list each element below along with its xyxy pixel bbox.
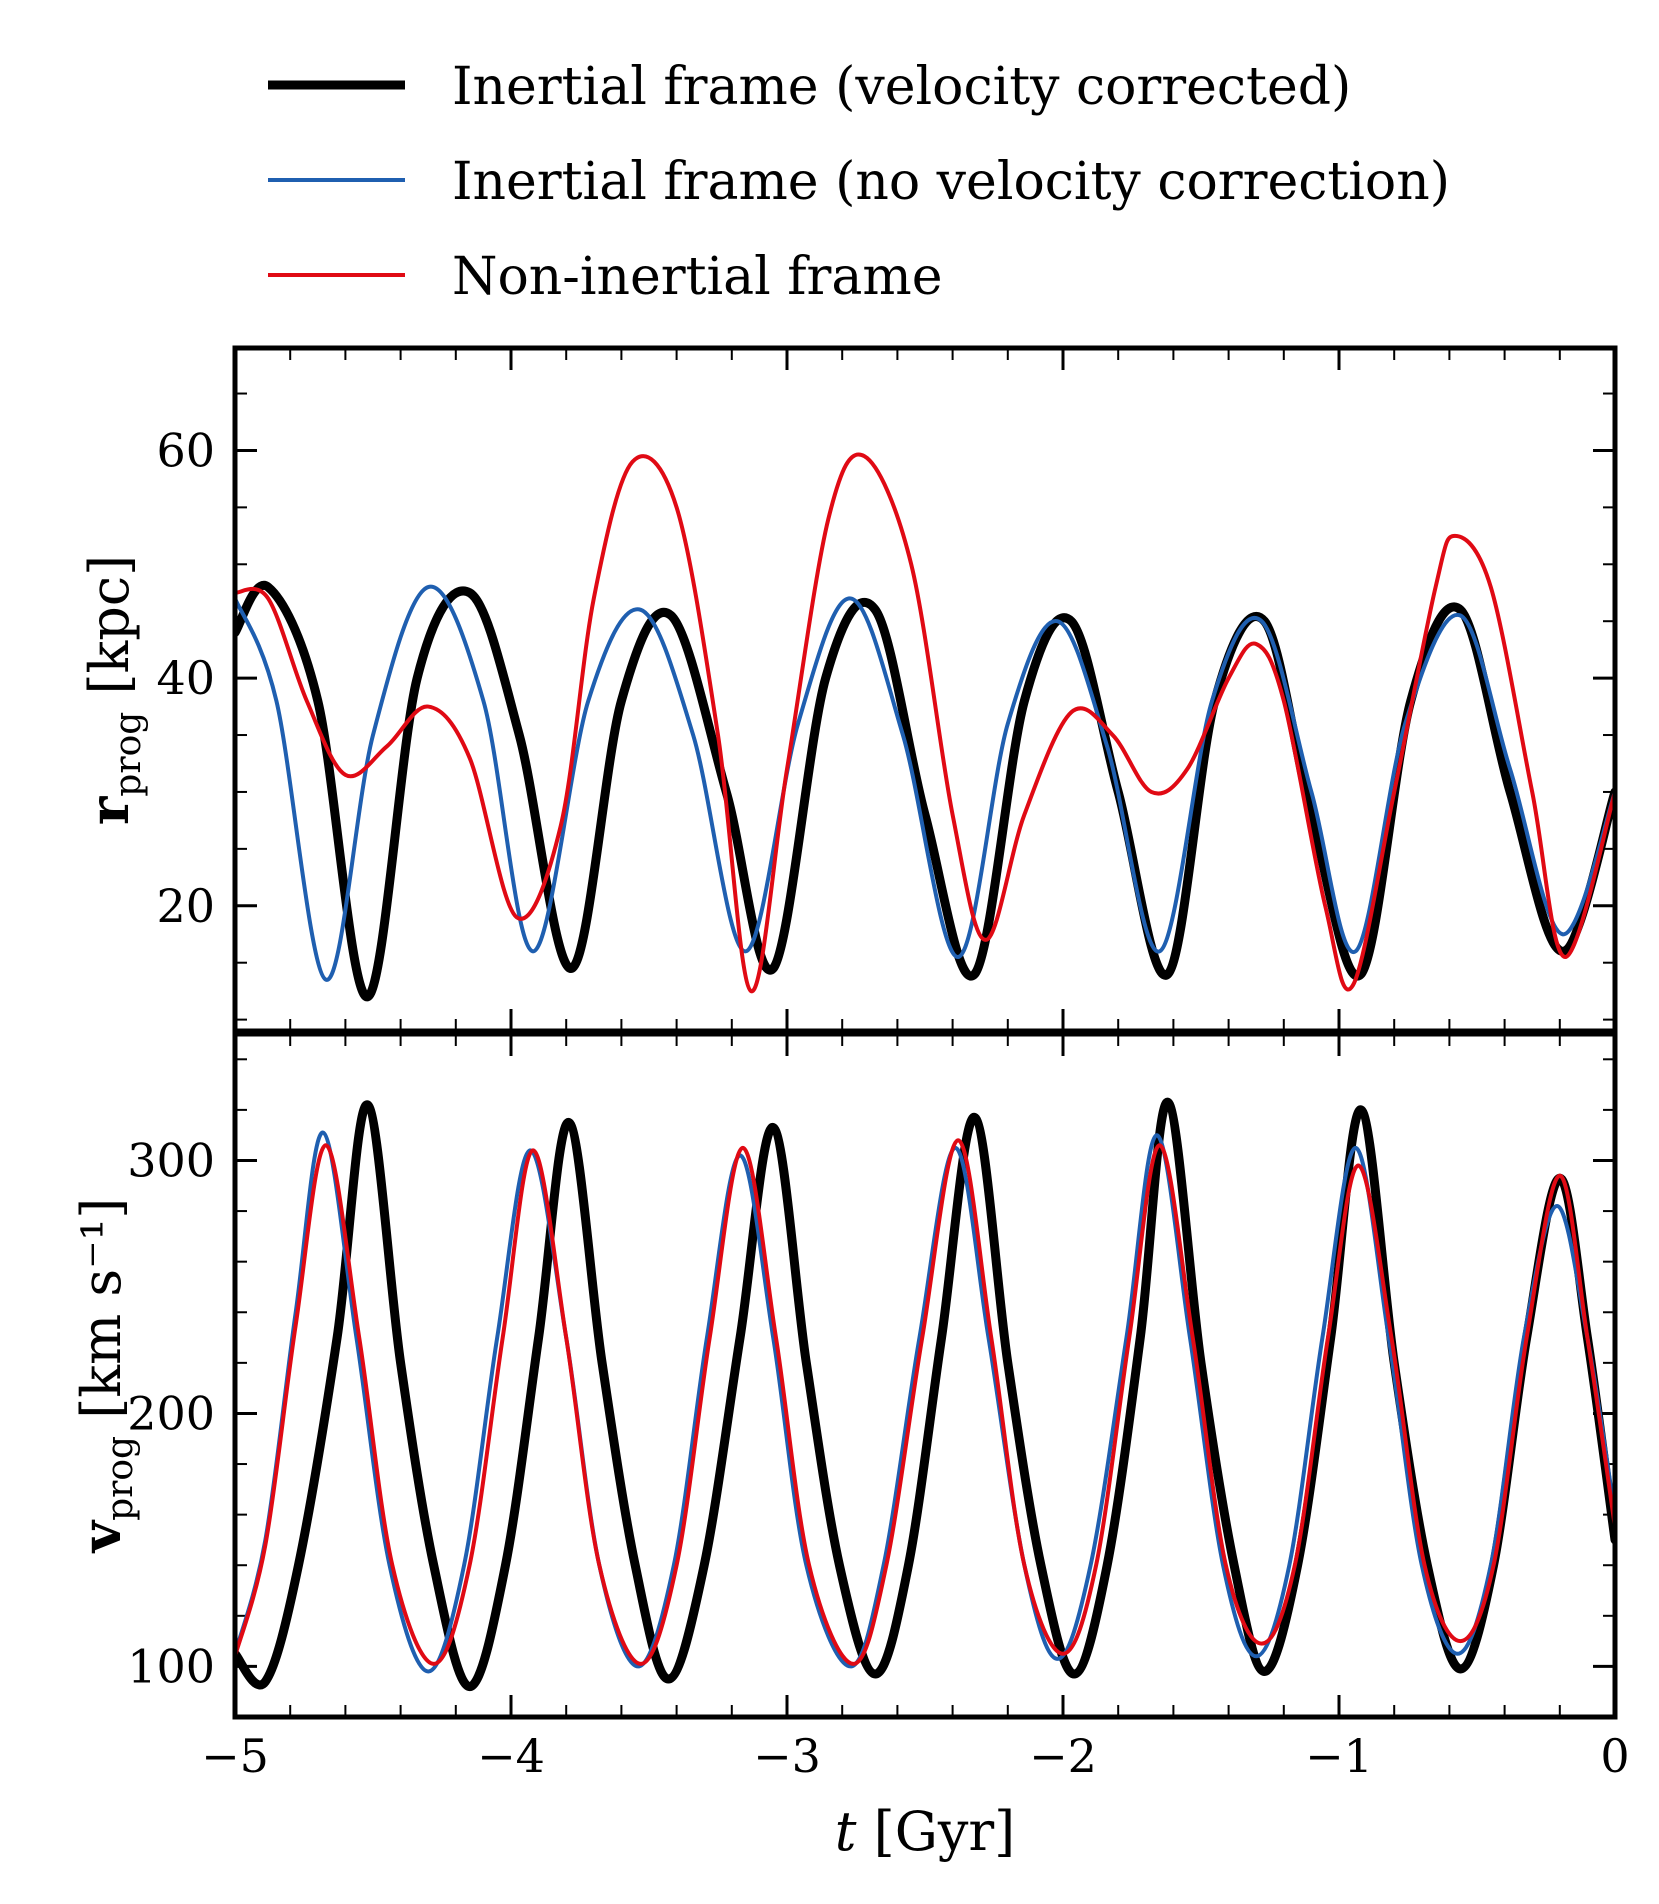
series-line-v-1 [235, 1097, 1615, 1692]
y-tick-label-v: 100 [127, 1639, 215, 1693]
y-tick-label-r: 40 [156, 651, 215, 705]
series-line-r-2 [235, 584, 1615, 982]
series-line-v-3 [235, 1138, 1615, 1666]
y-tick-label-r: 60 [156, 423, 215, 477]
series-r [235, 452, 1615, 1002]
xlabel: t [Gyr] [835, 1800, 1015, 1863]
xlabel-var: t [835, 1800, 857, 1863]
y-tick-label-v: 200 [127, 1386, 215, 1440]
panel-v: 100 200 300 vprog [km s⁻¹] [69, 1031, 1618, 1720]
panel-r-frame [232, 345, 1618, 1034]
ylabel-r-unit: [kpc] [78, 555, 141, 695]
y-tick-label-r: 20 [156, 879, 215, 933]
ylabel-v-unit: [km s⁻¹] [70, 1198, 133, 1419]
ylabel-r-symbol: r [77, 796, 141, 825]
legend-label-velocity-corrected: Inertial frame (velocity corrected) [452, 57, 1351, 117]
x-tick-label: −3 [753, 1729, 821, 1783]
panel-r: 20 40 60 rprog [kpc] [77, 345, 1618, 1034]
panel-v-frame [232, 1031, 1618, 1720]
series-line-r-1 [235, 580, 1615, 1002]
legend-label-non-inertial: Non-inertial frame [452, 247, 943, 307]
x-tick-label: −4 [477, 1729, 545, 1783]
ylabel-r-sub: prog [108, 712, 149, 797]
series-line-v-2 [235, 1130, 1615, 1674]
x-tick-label: 0 [1600, 1729, 1629, 1783]
ticks-r: 20 40 60 [156, 348, 1617, 1031]
x-tick-labels: −5 −4 −3 −2 −1 0 [201, 1729, 1630, 1783]
y-tick-label-v: 300 [127, 1133, 215, 1187]
legend: Inertial frame (velocity corrected) Iner… [268, 57, 1450, 307]
series-line-r-3 [235, 452, 1615, 994]
ylabel-r: rprog [kpc] [77, 555, 149, 825]
legend-label-no-velocity-correction: Inertial frame (no velocity correction) [452, 152, 1450, 212]
ylabel-v: vprog [km s⁻¹] [69, 1198, 141, 1554]
x-tick-label: −2 [1029, 1729, 1097, 1783]
ylabel-v-symbol: v [69, 1519, 133, 1553]
x-tick-label: −1 [1305, 1729, 1373, 1783]
xlabel-unit: [Gyr] [874, 1800, 1016, 1863]
ylabel-v-sub: prog [100, 1436, 141, 1521]
series-v [235, 1097, 1615, 1692]
x-tick-label: −5 [201, 1729, 269, 1783]
